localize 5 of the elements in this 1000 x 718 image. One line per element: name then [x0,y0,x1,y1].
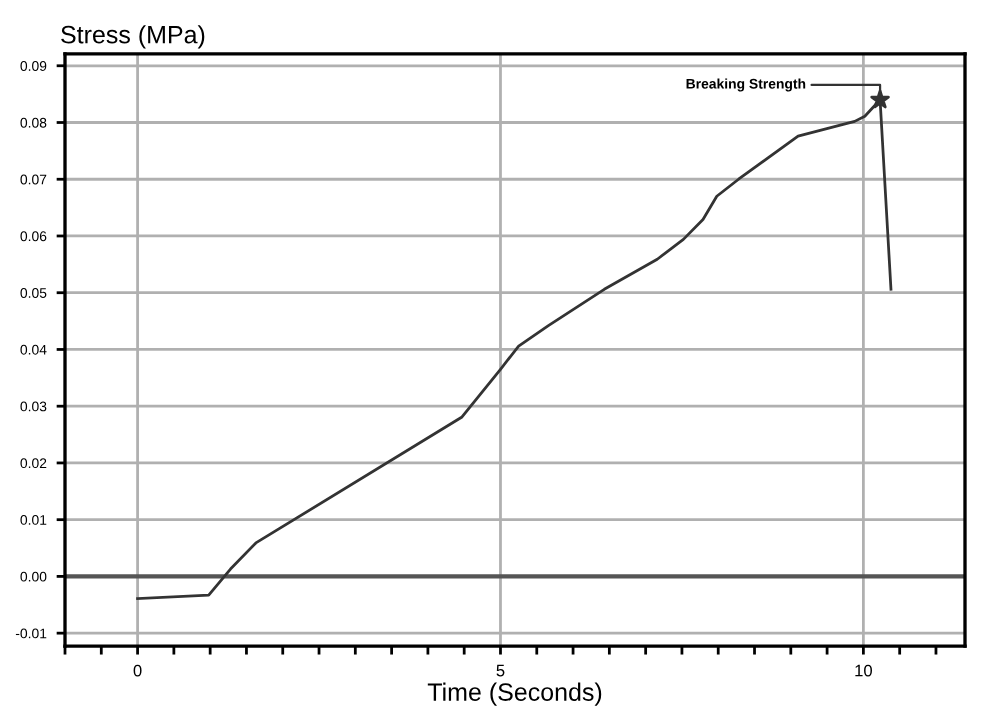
x-tick-label: 10 [855,664,873,677]
y-axis-title: Stress (MPa) [61,25,205,49]
x-tick-label: 0 [133,664,142,677]
x-axis-title: Time (Seconds) [427,682,602,706]
x-tick-label: 5 [496,664,505,677]
